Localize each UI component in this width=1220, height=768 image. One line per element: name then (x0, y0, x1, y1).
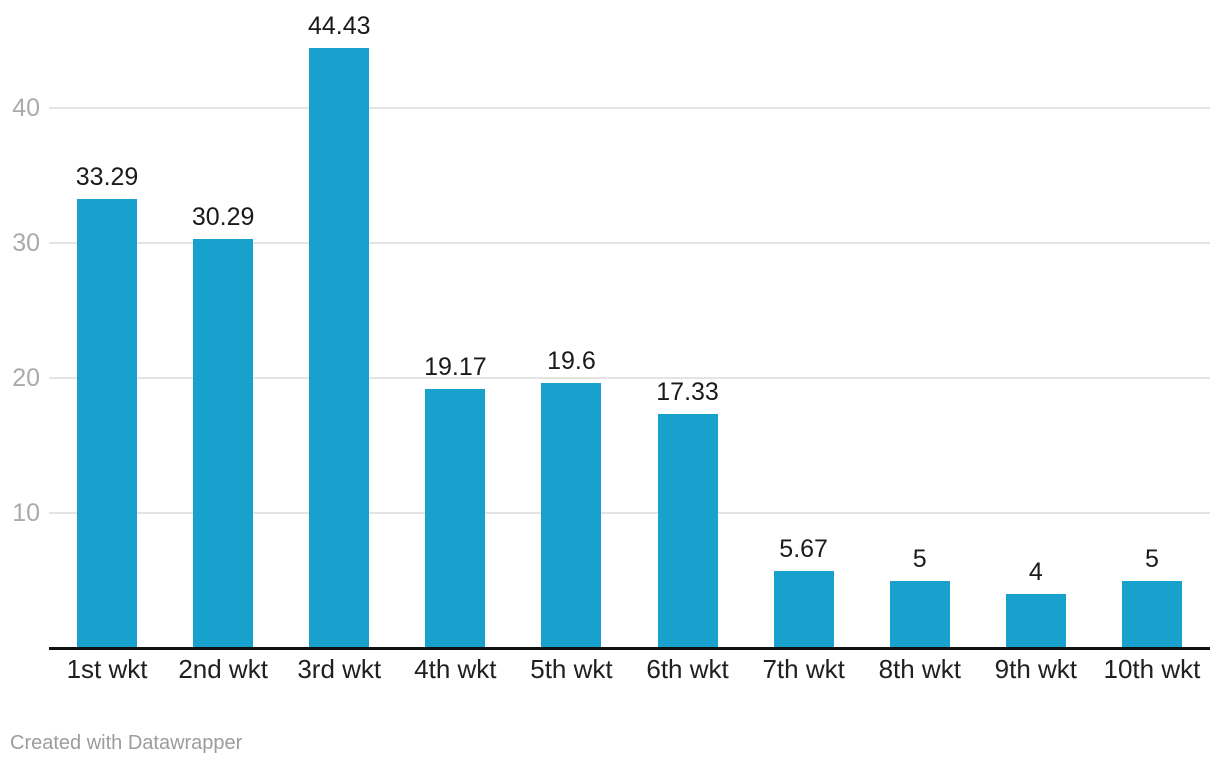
y-gridline-20 (49, 377, 1210, 379)
x-tick-label: 6th wkt (646, 654, 729, 684)
bar-2nd-wkt (193, 239, 254, 648)
bar-value-label: 19.17 (424, 353, 487, 382)
y-tick-label: 30 (12, 229, 40, 257)
bar-value-label: 30.29 (191, 203, 255, 232)
x-tick-label: 2nd wkt (178, 654, 268, 684)
bar-value-label: 4 (1028, 558, 1043, 586)
bar-6th-wkt (657, 414, 718, 648)
bar-value-label: 5.67 (779, 535, 828, 564)
bar-value-label: 33.29 (75, 162, 139, 191)
bar-9th-wkt (1005, 594, 1066, 648)
x-tick-label: 7th wkt (762, 654, 845, 684)
datawrapper-credit-link[interactable]: Created with Datawrapper (10, 732, 243, 754)
x-tick-label: 9th wkt (994, 654, 1078, 684)
y-tick-label: 40 (12, 94, 40, 122)
bar-1st-wkt (77, 198, 138, 648)
y-tick-label: 20 (12, 364, 40, 392)
bar-value-label: 17.33 (656, 378, 719, 407)
bar-3rd-wkt (309, 48, 370, 648)
bar-value-label: 5 (1144, 544, 1159, 573)
bar-10th-wkt (1121, 580, 1182, 648)
x-tick-label: 3rd wkt (297, 654, 382, 684)
bar-value-label: 44.43 (307, 12, 371, 41)
x-axis-line (49, 646, 1210, 650)
bar-value-label: 19.6 (547, 347, 596, 376)
y-tick-label: 10 (12, 499, 40, 527)
y-gridline-30 (49, 242, 1210, 244)
bar-7th-wkt (773, 571, 834, 648)
x-tick-label: 8th wkt (878, 654, 961, 684)
x-tick-label: 5th wkt (530, 654, 613, 684)
x-tick-label: 1st wkt (66, 654, 148, 684)
bar-5th-wkt (541, 383, 602, 648)
y-gridline-10 (49, 512, 1210, 514)
bar-value-label: 5 (912, 544, 927, 573)
bar-4th-wkt (425, 389, 486, 648)
bar-8th-wkt (889, 580, 950, 648)
x-tick-label: 10th wkt (1103, 654, 1201, 684)
y-gridline-40 (49, 107, 1210, 109)
x-tick-label: 4th wkt (414, 654, 497, 684)
